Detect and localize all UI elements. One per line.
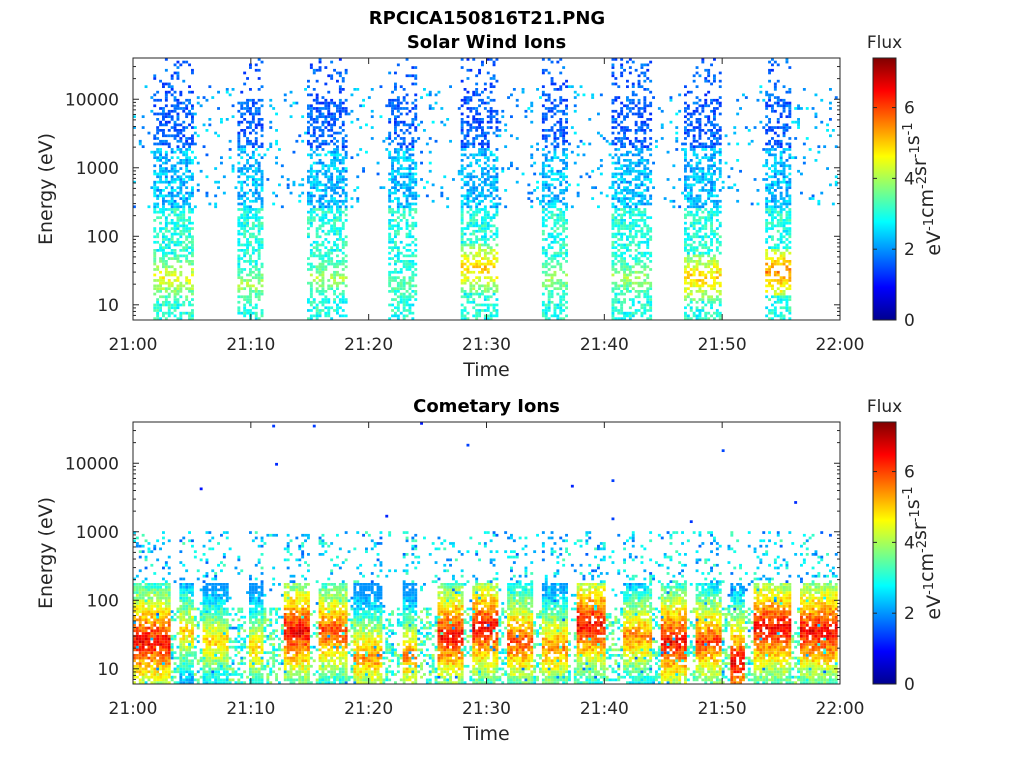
colorbar-unit-label: eV-1cm-2sr-1s-1 (901, 486, 945, 619)
colorbar-tick-label: 0 (904, 675, 915, 695)
x-tick-label: 21:30 (462, 699, 511, 719)
colorbar-tick-label: 4 (904, 169, 915, 189)
y-axis-label: Energy (eV) (35, 497, 57, 609)
y-tick-label: 1000 (76, 159, 119, 179)
spectrogram-cells (133, 58, 838, 321)
colorbar-gradient (872, 57, 897, 321)
colorbar-title: Flux (867, 397, 902, 417)
y-axis-label: Energy (eV) (35, 133, 57, 245)
x-tick-label: 21:30 (462, 335, 511, 355)
y-tick-label: 10000 (65, 90, 119, 110)
panel-title: Cometary Ions (413, 396, 560, 417)
y-tick-label: 10 (97, 660, 119, 680)
colorbar-tick-label: 2 (904, 240, 915, 260)
y-tick-label: 10 (97, 296, 119, 316)
panel-cometary: 21:00 21:10 21:20 21:30 21:40 21:50 22:00 10 100… (35, 396, 945, 745)
figure-title: RPCICA150816T21.PNG (369, 8, 605, 29)
x-tick-label: 21:10 (226, 699, 275, 719)
x-tick-label: 21:50 (698, 699, 747, 719)
panel-title: Solar Wind Ions (407, 32, 566, 53)
y-tick-label: 100 (87, 227, 119, 247)
panels-container: 21:00 21:10 21:20 21:30 21:40 21:50 22:0010100… (35, 32, 945, 745)
x-tick-label: 21:40 (580, 699, 629, 719)
colorbar-tick-label: 6 (904, 463, 915, 483)
y-tick-label: 1000 (76, 523, 119, 543)
colorbar-gradient (872, 421, 897, 685)
spectrogram-cells (133, 422, 838, 685)
x-tick-label: 22:00 (816, 335, 865, 355)
colorbar-tick-label: 6 (904, 99, 915, 119)
plot-area (133, 58, 840, 320)
x-tick-label: 21:10 (226, 335, 275, 355)
x-tick-label: 21:00 (109, 699, 158, 719)
x-tick-label: 21:50 (698, 335, 747, 355)
x-axis-label: Time (462, 359, 510, 381)
x-axis-label: Time (462, 723, 510, 745)
colorbar: Flux 0 2 4 6 eV-1cm-2sr-1s-1 (867, 33, 945, 331)
x-tick-label: 21:40 (580, 335, 629, 355)
panel-solar-wind: 21:00 21:10 21:20 21:30 21:40 21:50 22:00 10 100… (35, 32, 945, 381)
y-tick-label: 10000 (65, 454, 119, 474)
y-tick-label: 100 (87, 591, 119, 611)
x-tick-label: 22:00 (816, 699, 865, 719)
colorbar-unit-label: eV-1cm-2sr-1s-1 (901, 122, 945, 255)
x-tick-label: 21:00 (109, 335, 158, 355)
x-tick-label: 21:20 (344, 335, 393, 355)
colorbar-tick-label: 0 (904, 311, 915, 331)
colorbar-tick-label: 4 (904, 533, 915, 553)
colorbar: Flux 0 2 4 6 eV-1cm-2sr-1s-1 (867, 397, 945, 695)
x-tick-label: 21:20 (344, 699, 393, 719)
colorbar-tick-label: 2 (904, 604, 915, 624)
colorbar-title: Flux (867, 33, 902, 53)
